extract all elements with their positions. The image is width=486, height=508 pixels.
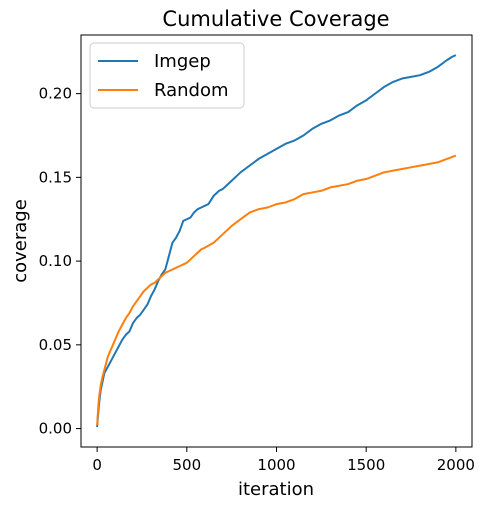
x-tick-label: 1000 <box>257 456 295 474</box>
legend: Imgep Random <box>89 42 245 109</box>
chart-title: Cumulative Coverage <box>162 7 389 31</box>
y-tick-label: 0.00 <box>39 420 72 438</box>
series-line-imgep <box>96 54 457 427</box>
x-tick-label: 1500 <box>347 456 385 474</box>
y-axis-ticks: 0.00 0.05 0.10 0.15 0.20 <box>39 85 81 438</box>
legend-label-random: Random <box>154 80 229 101</box>
x-tick-label: 500 <box>173 456 202 474</box>
series-line-random <box>96 154 457 426</box>
x-axis-ticks: 0 500 1000 1500 2000 <box>92 447 475 474</box>
x-tick-label: 0 <box>92 456 102 474</box>
y-tick-label: 0.05 <box>39 336 72 354</box>
y-axis-label: coverage <box>10 199 31 283</box>
y-tick-label: 0.10 <box>39 252 72 270</box>
legend-box <box>89 42 245 109</box>
x-axis-label: iteration <box>238 479 314 500</box>
legend-label-imgep: Imgep <box>154 51 211 72</box>
y-tick-label: 0.20 <box>39 85 72 103</box>
x-tick-label: 2000 <box>437 456 475 474</box>
y-tick-label: 0.15 <box>39 168 72 186</box>
series-lines <box>96 54 457 427</box>
